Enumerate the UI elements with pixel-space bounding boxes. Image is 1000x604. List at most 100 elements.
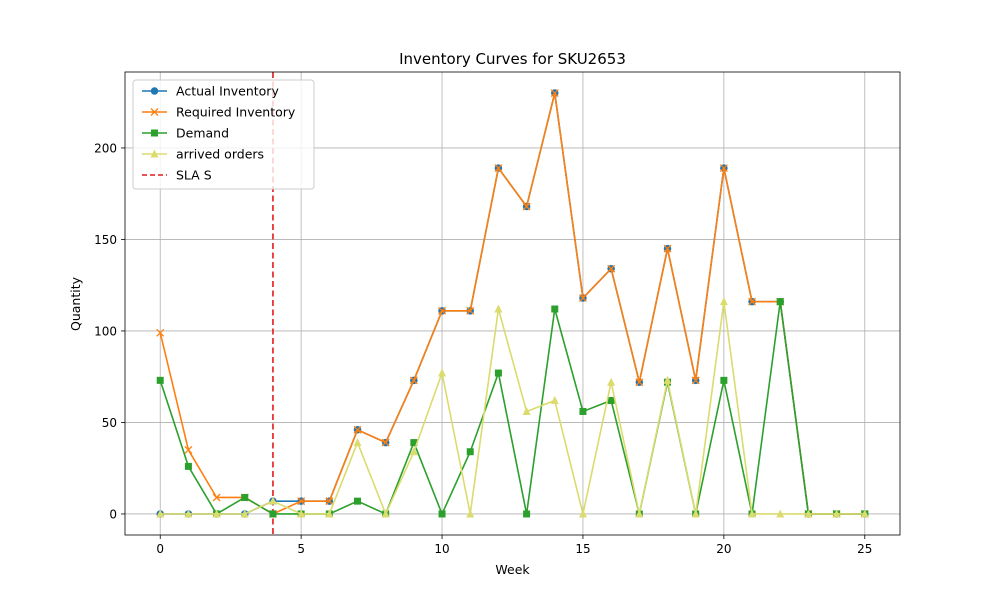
- y-tick-label: 0: [109, 507, 117, 521]
- data-point-arrived-orders: [832, 509, 841, 518]
- data-point-required-inventory: [691, 376, 700, 385]
- data-point-arrived-orders: [268, 496, 277, 505]
- data-point-required-inventory: [381, 438, 390, 447]
- legend-entry-required-inventory: Required Inventory: [142, 105, 296, 120]
- data-point-required-inventory: [578, 294, 587, 302]
- legend-marker-arrived-orders: [150, 149, 159, 158]
- data-point-arrived-orders: [522, 406, 531, 415]
- legend-label-sla-s: SLA S: [176, 168, 212, 183]
- data-point-arrived-orders: [776, 509, 785, 518]
- y-tick-label: 50: [102, 416, 117, 430]
- data-point-required-inventory: [353, 425, 362, 434]
- series-arrived-orders: [156, 297, 869, 518]
- data-point-arrived-orders: [804, 509, 813, 518]
- data-point-arrived-orders: [325, 509, 334, 518]
- data-point-arrived-orders: [381, 509, 390, 518]
- legend-label-required-inventory: Required Inventory: [176, 105, 296, 120]
- data-point-required-inventory: [466, 306, 475, 315]
- data-point-arrived-orders: [466, 509, 475, 518]
- data-point-required-inventory: [156, 328, 165, 337]
- legend-label-actual-inventory: Actual Inventory: [176, 84, 279, 99]
- legend-entry-actual-inventory: Actual Inventory: [142, 84, 279, 99]
- x-tick-label: 10: [434, 542, 449, 556]
- legend-marker-required-inventory: [150, 108, 159, 116]
- data-point-demand: [579, 407, 587, 415]
- x-tick-label: 5: [297, 542, 305, 556]
- legend: Actual Inventory Required Inventory Demand…: [132, 79, 315, 190]
- x-tick-label: 25: [857, 542, 872, 556]
- data-point-required-inventory: [184, 445, 193, 454]
- data-point-demand: [410, 439, 418, 447]
- data-point-arrived-orders: [240, 509, 249, 518]
- data-point-demand: [607, 396, 615, 404]
- data-point-arrived-orders: [212, 509, 221, 518]
- data-point-arrived-orders: [635, 509, 644, 518]
- legend-entry-sla-s: SLA S: [142, 168, 212, 183]
- data-point-required-inventory: [719, 164, 728, 173]
- series-group: [156, 89, 869, 518]
- legend-label-arrived-orders: arrived orders: [176, 147, 264, 162]
- data-point-demand: [184, 462, 192, 470]
- data-point-demand: [241, 493, 249, 501]
- plot-border: [124, 71, 901, 536]
- legend-entry-arrived-orders: arrived orders: [142, 147, 264, 162]
- data-point-arrived-orders: [663, 375, 672, 384]
- legend-marker-demand: [151, 129, 158, 137]
- data-point-required-inventory: [325, 497, 334, 506]
- axis-ticks: 0 5 10 15 20 25 0 50 100 150 200: [94, 141, 872, 556]
- data-point-required-inventory: [409, 376, 418, 385]
- data-point-demand: [354, 497, 361, 505]
- x-tick-label: 15: [575, 542, 590, 556]
- data-point-arrived-orders: [156, 509, 165, 518]
- series-line-arrived-orders: [160, 301, 865, 517]
- data-point-arrived-orders: [297, 509, 306, 518]
- x-tick-label: 20: [716, 542, 731, 556]
- data-point-required-inventory: [663, 244, 672, 253]
- data-point-arrived-orders: [860, 509, 869, 518]
- data-point-demand: [494, 369, 502, 377]
- data-point-required-inventory: [522, 202, 531, 211]
- data-point-demand: [438, 510, 446, 518]
- data-point-demand: [776, 298, 784, 306]
- y-axis-label: Quantity: [68, 276, 83, 331]
- data-point-arrived-orders: [748, 509, 757, 518]
- data-point-arrived-orders: [184, 509, 193, 518]
- data-point-arrived-orders: [353, 438, 362, 447]
- data-point-arrived-orders: [578, 509, 587, 518]
- data-point-demand: [269, 510, 277, 518]
- data-point-demand: [156, 376, 164, 384]
- data-point-required-inventory: [438, 306, 447, 315]
- data-point-required-inventory: [297, 497, 306, 506]
- data-point-arrived-orders: [494, 304, 503, 313]
- series-line-demand: [159, 301, 865, 517]
- y-tick-label: 100: [94, 324, 117, 338]
- data-point-arrived-orders: [607, 377, 616, 386]
- y-tick-label: 150: [94, 233, 117, 247]
- data-point-arrived-orders: [438, 368, 447, 377]
- data-point-required-inventory: [748, 297, 757, 306]
- x-axis-label: Week: [495, 562, 530, 577]
- data-point-required-inventory: [494, 164, 503, 173]
- data-point-demand: [523, 510, 531, 518]
- legend-label-demand: Demand: [176, 126, 229, 141]
- data-point-demand: [551, 305, 559, 313]
- data-point-required-inventory: [635, 378, 644, 387]
- legend-marker-actual-inventory: [150, 87, 159, 95]
- legend-entry-demand: Demand: [142, 126, 229, 141]
- x-tick-label: 0: [156, 542, 164, 556]
- y-tick-label: 200: [94, 141, 117, 155]
- data-point-required-inventory: [607, 264, 616, 273]
- chart-title: Inventory Curves for SKU2653: [399, 50, 626, 68]
- data-point-arrived-orders: [409, 447, 418, 456]
- data-point-arrived-orders: [719, 297, 728, 306]
- plot-frame: [124, 71, 901, 536]
- data-point-demand: [720, 376, 728, 384]
- legend-box: [132, 79, 315, 190]
- data-point-arrived-orders: [550, 395, 559, 404]
- data-point-required-inventory: [212, 493, 221, 502]
- data-point-demand: [466, 448, 474, 456]
- series-line-required-inventory: [159, 92, 865, 515]
- data-point-required-inventory: [550, 89, 559, 98]
